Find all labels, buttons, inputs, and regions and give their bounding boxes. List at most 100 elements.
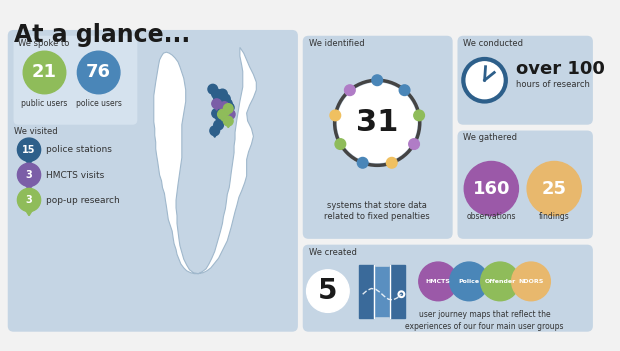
Polygon shape — [216, 108, 224, 115]
Text: We visited: We visited — [14, 127, 57, 135]
Text: 76: 76 — [86, 64, 111, 81]
Circle shape — [23, 51, 66, 94]
Circle shape — [337, 83, 417, 163]
Text: observations: observations — [467, 212, 516, 221]
Text: We created: We created — [309, 247, 356, 257]
Circle shape — [399, 85, 410, 95]
Polygon shape — [154, 47, 256, 274]
Circle shape — [219, 102, 229, 111]
Circle shape — [210, 126, 219, 135]
Circle shape — [208, 84, 218, 94]
Circle shape — [480, 262, 520, 301]
Text: 21: 21 — [32, 64, 57, 81]
Circle shape — [409, 139, 419, 150]
Text: 3: 3 — [25, 170, 32, 180]
Text: We gathered: We gathered — [463, 133, 517, 143]
Polygon shape — [213, 113, 221, 120]
Polygon shape — [19, 150, 39, 165]
Circle shape — [221, 94, 230, 104]
Polygon shape — [374, 267, 390, 316]
Polygon shape — [220, 103, 229, 109]
Circle shape — [221, 108, 230, 118]
Circle shape — [17, 138, 41, 161]
FancyBboxPatch shape — [14, 36, 138, 125]
Circle shape — [372, 75, 383, 86]
Polygon shape — [19, 200, 39, 216]
Text: 25: 25 — [542, 180, 567, 198]
Text: user journey maps that reflect the
experiences of our four main user groups: user journey maps that reflect the exper… — [405, 310, 564, 331]
Polygon shape — [19, 175, 39, 191]
FancyBboxPatch shape — [303, 245, 593, 332]
Circle shape — [223, 104, 233, 113]
Polygon shape — [215, 125, 223, 132]
Circle shape — [330, 110, 340, 121]
Circle shape — [214, 120, 223, 130]
Polygon shape — [218, 119, 226, 126]
Circle shape — [212, 89, 221, 99]
Text: Police: Police — [459, 279, 480, 284]
Circle shape — [512, 262, 551, 301]
Circle shape — [219, 98, 229, 107]
Text: At a glance...: At a glance... — [14, 23, 190, 47]
Text: police users: police users — [76, 99, 122, 108]
Circle shape — [212, 108, 221, 118]
Circle shape — [223, 116, 233, 126]
Circle shape — [418, 262, 458, 301]
Circle shape — [216, 114, 226, 124]
Text: 5: 5 — [318, 277, 338, 305]
Text: police stations: police stations — [46, 145, 112, 154]
Circle shape — [218, 110, 228, 119]
Text: 3: 3 — [25, 195, 32, 205]
FancyBboxPatch shape — [303, 36, 453, 239]
Circle shape — [307, 270, 349, 312]
Circle shape — [17, 188, 41, 212]
Circle shape — [450, 262, 489, 301]
Polygon shape — [221, 113, 229, 120]
FancyBboxPatch shape — [7, 30, 298, 332]
Text: over 100: over 100 — [515, 60, 604, 78]
Text: HMCTS visits: HMCTS visits — [46, 171, 105, 179]
Circle shape — [218, 89, 228, 99]
Circle shape — [386, 158, 397, 168]
Text: NDORS: NDORS — [518, 279, 544, 284]
Circle shape — [78, 51, 120, 94]
Text: hours of research: hours of research — [515, 80, 590, 88]
Text: systems that store data
related to fixed penalties: systems that store data related to fixed… — [324, 201, 430, 221]
Text: We identified: We identified — [309, 39, 364, 48]
Circle shape — [17, 163, 41, 186]
Polygon shape — [213, 94, 221, 100]
Circle shape — [335, 139, 346, 150]
Text: 31: 31 — [356, 108, 399, 137]
Circle shape — [414, 110, 425, 121]
Text: We spoke to: We spoke to — [19, 39, 70, 48]
Polygon shape — [390, 265, 405, 318]
Polygon shape — [224, 108, 232, 115]
FancyBboxPatch shape — [458, 36, 593, 125]
Text: 160: 160 — [472, 180, 510, 198]
Text: We conducted: We conducted — [463, 39, 523, 48]
Polygon shape — [224, 121, 232, 128]
Circle shape — [212, 99, 221, 108]
Polygon shape — [359, 265, 374, 318]
Polygon shape — [211, 131, 219, 137]
Polygon shape — [213, 104, 221, 110]
Polygon shape — [209, 89, 217, 96]
Text: HMCTS: HMCTS — [426, 279, 451, 284]
Circle shape — [224, 103, 234, 112]
Text: 15: 15 — [22, 145, 36, 155]
Polygon shape — [225, 107, 233, 114]
Circle shape — [527, 161, 582, 216]
Circle shape — [223, 99, 232, 108]
Polygon shape — [226, 114, 234, 121]
Text: pop-up research: pop-up research — [46, 196, 120, 205]
Polygon shape — [221, 99, 229, 105]
Circle shape — [225, 110, 235, 119]
Circle shape — [218, 114, 228, 124]
Polygon shape — [215, 99, 223, 105]
Polygon shape — [223, 104, 231, 110]
Polygon shape — [218, 94, 226, 100]
Polygon shape — [218, 119, 226, 126]
Circle shape — [216, 104, 225, 113]
Text: Offender: Offender — [484, 279, 516, 284]
Circle shape — [466, 62, 503, 99]
